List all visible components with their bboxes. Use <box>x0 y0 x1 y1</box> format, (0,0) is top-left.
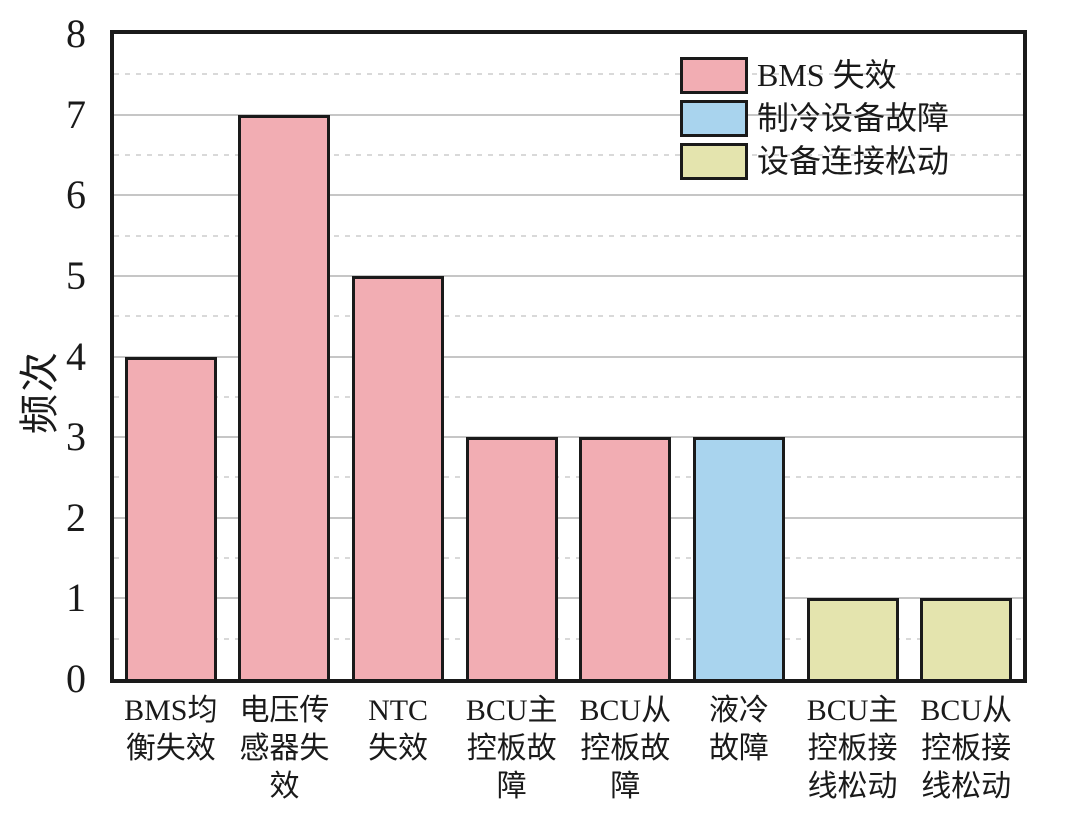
bar-BMS均衡失效 <box>124 356 217 679</box>
gridline-dashed <box>114 73 1023 76</box>
x-tick-label: BCU从 控板故 障 <box>579 694 672 803</box>
legend-item: BMS 失效 <box>680 56 949 94</box>
y-tick-label: 5 <box>66 252 86 298</box>
gridline-solid <box>114 355 1023 358</box>
plot-frame: BMS 失效制冷设备故障 设备连接松动 <box>110 30 1027 683</box>
x-tick-label: BMS均 衡失效 <box>124 694 218 765</box>
bar-电压传感器失效 <box>238 114 331 679</box>
bar-BCU主控板故障 <box>465 437 558 679</box>
y-tick-label: 0 <box>66 656 86 701</box>
gridline-solid <box>114 516 1023 519</box>
legend-item: 制冷设备故障 <box>680 99 949 137</box>
legend-swatch <box>680 56 748 94</box>
y-tick-label: 6 <box>66 172 86 218</box>
bar-液冷故障 <box>692 437 785 679</box>
legend-item: 设备连接松动 <box>680 142 949 180</box>
x-tick-label: BCU主 控板故 障 <box>465 694 558 803</box>
x-tick-label: NTC 失效 <box>368 694 429 765</box>
y-axis-ticks: 0 1 2 3 4 5 6 7 8 <box>0 11 96 701</box>
legend-label: 制冷设备故障 <box>757 100 950 136</box>
legend-swatch <box>680 99 748 137</box>
gridline-dashed <box>114 234 1023 237</box>
bar-BCU主控板接线松动 <box>806 598 899 679</box>
y-tick-label: 2 <box>66 494 86 540</box>
y-tick-label: 1 <box>66 575 86 621</box>
x-tick-label: BCU主 控板接 线松动 <box>806 694 899 803</box>
y-tick-label: 4 <box>66 333 86 379</box>
y-tick-label: 3 <box>66 414 86 460</box>
legend-label: 设备连接松动 <box>757 143 950 179</box>
legend: BMS 失效制冷设备故障 设备连接松动 <box>680 56 949 185</box>
gridline-dashed <box>114 637 1023 640</box>
x-tick-label: BCU从 控板接 线松动 <box>920 694 1013 803</box>
gridline-dashed <box>114 315 1023 318</box>
gridline-solid <box>114 113 1023 116</box>
x-tick-label: 电压传 感器失 效 <box>239 694 330 803</box>
gridline-dashed <box>114 395 1023 398</box>
gridline-dashed <box>114 557 1023 560</box>
bar-NTC失效 <box>352 275 445 679</box>
plot-area: BMS 失效制冷设备故障 设备连接松动 <box>114 34 1023 679</box>
y-tick-label: 8 <box>66 11 86 56</box>
gridline-solid <box>114 597 1023 600</box>
y-tick-label: 7 <box>66 91 86 137</box>
bar-BCU从控板故障 <box>579 437 672 679</box>
gridline-solid <box>114 194 1023 197</box>
gridline-dashed <box>114 476 1023 479</box>
x-axis-labels: BMS均 衡失效 电压传 感器失 效 NTC 失效 BCU主 控板故 障 BCU从 控板… <box>114 692 1023 806</box>
gridline-dashed <box>114 153 1023 156</box>
bar-BCU从控板接线松动 <box>920 598 1013 679</box>
legend-swatch <box>680 142 748 180</box>
legend-label: BMS 失效 <box>757 57 897 93</box>
gridline-solid <box>114 436 1023 439</box>
gridline-solid <box>114 274 1023 277</box>
x-tick-label: 液冷 故障 <box>708 694 769 765</box>
